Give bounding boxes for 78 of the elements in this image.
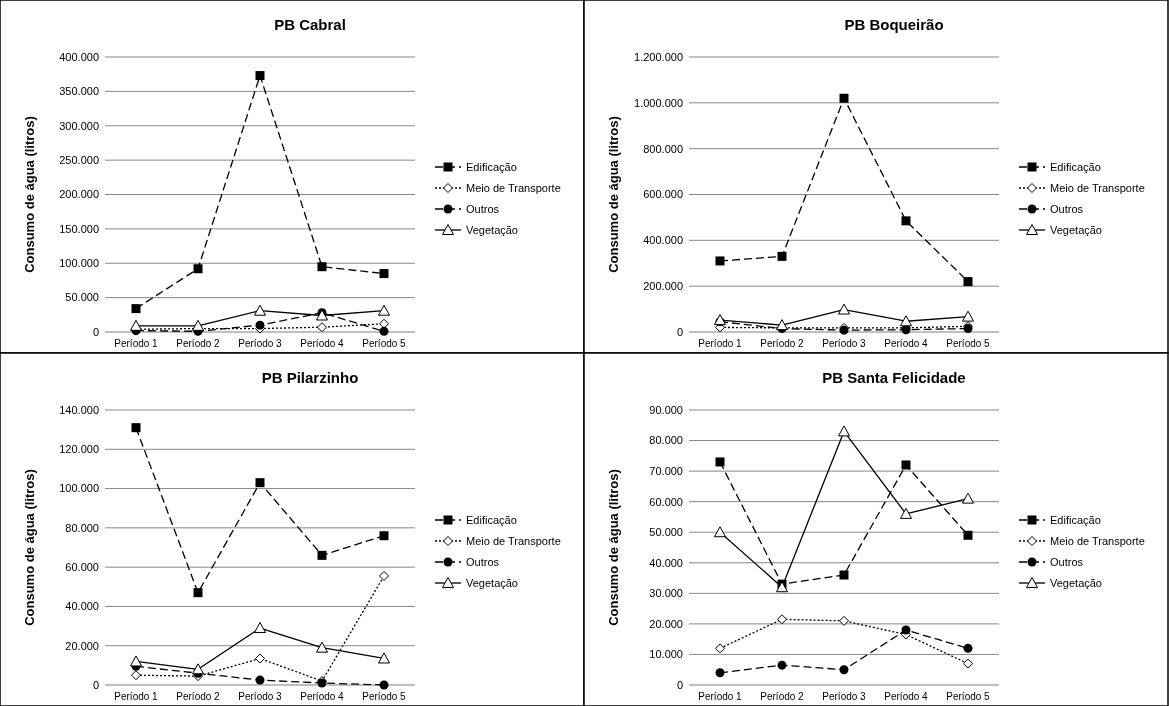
y-tick-label: 30.000 (649, 587, 683, 600)
y-tick-label: 250.000 (59, 153, 99, 166)
legend-label: Meio de Transporte (1050, 534, 1145, 547)
x-tick-label: Período 3 (238, 691, 283, 702)
y-tick-label: 20.000 (65, 639, 99, 652)
y-tick-label: 50.000 (65, 291, 99, 304)
x-tick-label: Período 3 (822, 691, 867, 702)
x-tick-label: Período 5 (362, 691, 407, 702)
y-tick-label: 400.000 (59, 50, 99, 63)
y-tick-label: 800.000 (643, 142, 683, 155)
legend-label: Vegetação (466, 223, 518, 236)
y-tick-label: 0 (676, 678, 683, 691)
y-tick-label: 0 (92, 325, 99, 338)
y-tick-label: 10.000 (649, 648, 683, 661)
y-tick-label: 80.000 (649, 434, 683, 447)
y-axis-title: Consumo de água (litros) (606, 469, 621, 626)
legend-label: Edificação (1050, 160, 1101, 173)
x-tick-label: Período 4 (300, 691, 345, 702)
x-tick-label: Período 5 (946, 691, 991, 702)
y-tick-label: 100.000 (59, 257, 99, 270)
x-tick-label: Período 1 (114, 691, 159, 702)
y-tick-label: 300.000 (59, 119, 99, 132)
chart-title: PB Santa Felicidade (822, 369, 966, 386)
y-tick-label: 60.000 (65, 560, 99, 573)
x-tick-label: Período 5 (946, 338, 991, 349)
x-tick-label: Período 1 (698, 691, 743, 702)
x-tick-label: Período 4 (884, 338, 929, 349)
legend-label: Edificação (466, 513, 517, 526)
legend-label: Edificação (1050, 513, 1101, 526)
x-tick-label: Período 5 (362, 338, 407, 349)
y-tick-label: 140.000 (59, 403, 99, 416)
x-tick-label: Período 2 (176, 691, 221, 702)
y-tick-label: 200.000 (643, 280, 683, 293)
x-tick-label: Período 2 (760, 691, 805, 702)
x-tick-label: Período 3 (822, 338, 867, 349)
y-tick-label: 80.000 (65, 521, 99, 534)
legend-label: Vegetação (466, 576, 518, 589)
y-axis-title: Consumo de água (litros) (22, 116, 37, 273)
y-tick-label: 40.000 (65, 600, 99, 613)
x-tick-label: Período 4 (884, 691, 929, 702)
y-tick-label: 20.000 (649, 617, 683, 630)
legend-label: Outros (1050, 555, 1084, 568)
legend-label: Outros (466, 202, 500, 215)
x-tick-label: Período 4 (300, 338, 345, 349)
y-tick-label: 90.000 (649, 403, 683, 416)
y-tick-label: 1.200.000 (634, 50, 683, 63)
chart-title: PB Boqueirão (844, 16, 944, 33)
x-tick-label: Período 2 (176, 338, 221, 349)
y-tick-label: 120.000 (59, 443, 99, 456)
y-tick-label: 50.000 (649, 526, 683, 539)
y-tick-label: 60.000 (649, 495, 683, 508)
legend-label: Edificação (466, 160, 517, 173)
y-tick-label: 600.000 (643, 188, 683, 201)
x-tick-label: Período 2 (760, 338, 805, 349)
y-tick-label: 400.000 (643, 234, 683, 247)
y-tick-label: 70.000 (649, 464, 683, 477)
legend-label: Outros (466, 555, 500, 568)
x-tick-label: Período 1 (114, 338, 159, 349)
legend-label: Outros (1050, 202, 1084, 215)
y-tick-label: 1.000.000 (634, 96, 683, 109)
y-tick-label: 40.000 (649, 556, 683, 569)
legend-label: Meio de Transporte (466, 181, 561, 194)
x-tick-label: Período 1 (698, 338, 743, 349)
chart-title: PB Pilarzinho (261, 369, 359, 386)
y-axis-title: Consumo de água (litros) (606, 116, 621, 273)
y-tick-label: 200.000 (59, 188, 99, 201)
y-axis-title: Consumo de água (litros) (22, 469, 37, 626)
legend-label: Meio de Transporte (1050, 181, 1145, 194)
legend-label: Vegetação (1050, 223, 1102, 236)
legend-label: Meio de Transporte (466, 534, 561, 547)
y-tick-label: 100.000 (59, 482, 99, 495)
y-tick-label: 350.000 (59, 85, 99, 98)
x-tick-label: Período 3 (238, 338, 283, 349)
y-tick-label: 150.000 (59, 222, 99, 235)
chart-title: PB Cabral (274, 16, 346, 33)
legend-label: Vegetação (1050, 576, 1102, 589)
y-tick-label: 0 (92, 678, 99, 691)
y-tick-label: 0 (676, 325, 683, 338)
